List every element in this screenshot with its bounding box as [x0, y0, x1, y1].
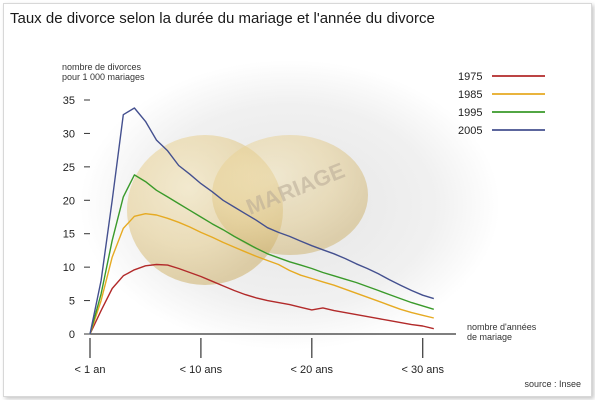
x-axis-label: de mariage: [467, 332, 512, 342]
x-tick-label: < 1 an: [75, 364, 106, 376]
series-line-1975: [89, 263, 434, 335]
y-tick-label: 30: [63, 128, 75, 140]
legend-label-1995: 1995: [458, 107, 482, 119]
x-axis-label: nombre d'années: [467, 322, 537, 332]
y-axis-label: pour 1 000 mariages: [62, 72, 145, 82]
y-tick-label: 10: [63, 262, 75, 274]
x-tick-label: < 30 ans: [401, 364, 444, 376]
source-note: source : Insee: [524, 379, 581, 389]
legend-label-2005: 2005: [458, 125, 482, 137]
y-tick-label: 25: [63, 162, 75, 174]
legend: 1975 1985 1995 2005: [458, 71, 545, 137]
y-axis-label: nombre de divorces: [62, 62, 142, 72]
y-tick-label: 0: [69, 329, 75, 341]
y-tick-label: 5: [69, 296, 75, 308]
background-illustration: MARIAGE: [80, 60, 500, 350]
legend-label-1975: 1975: [458, 71, 482, 83]
y-tick-label: 20: [63, 195, 75, 207]
series-line-1995: [89, 174, 435, 335]
y-tick-label: 35: [63, 95, 75, 107]
x-tick-label: < 10 ans: [180, 364, 223, 376]
series-line-1985: [89, 212, 434, 335]
y-tick-label: 15: [63, 229, 75, 241]
series-line-2005: [89, 107, 435, 335]
chart-title: Taux de divorce selon la durée du mariag…: [10, 10, 435, 27]
series-lines: [89, 107, 435, 335]
x-tick-label: < 20 ans: [291, 364, 334, 376]
legend-label-1985: 1985: [458, 89, 482, 101]
